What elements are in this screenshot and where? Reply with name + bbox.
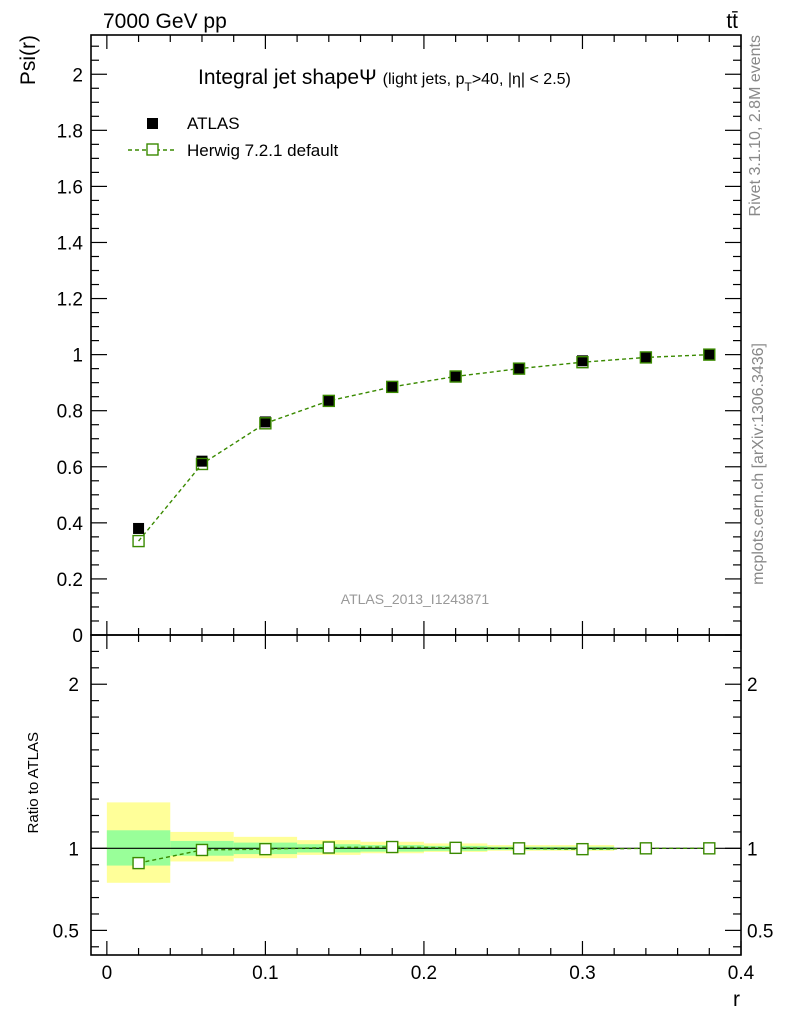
atlas-point: [576, 355, 588, 367]
legend-atlas-marker: [147, 118, 158, 129]
herwig-point: [322, 394, 336, 408]
atlas-point: [386, 381, 398, 393]
series-markers: [132, 348, 716, 870]
legend-herwig-marker: [146, 143, 159, 156]
plot-frames: [90, 34, 742, 956]
main-ytick-label: 0.8: [57, 402, 83, 423]
legend: ATLAS Herwig 7.2.1 default: [128, 114, 338, 160]
xtick-label: 0.3: [569, 963, 595, 984]
ratio-ylabel: Ratio to ATLAS: [25, 732, 42, 833]
main-ytick-label: 1: [72, 346, 83, 367]
series-lines: [138, 353, 710, 864]
herwig-point: [639, 351, 653, 364]
header-left: 7000 GeV pp: [103, 10, 227, 33]
herwig-ratio-point: [576, 842, 589, 856]
herwig-ratio-point: [195, 843, 209, 857]
main-ytick-label: 0: [72, 626, 83, 647]
main-ytick-label: 0.2: [57, 570, 83, 591]
ratio-ytick-label: 2: [68, 675, 79, 696]
main-ytick-label: 1.2: [57, 290, 83, 311]
ratio-ytick-label-right: 0.5: [747, 921, 773, 942]
herwig-ratio-point: [703, 842, 716, 855]
herwig-ratio-point: [132, 856, 145, 870]
ratio-ytick-label: 1: [68, 839, 79, 860]
ratio-plot-frame: [90, 634, 742, 956]
main-ytick-label: 0.4: [57, 514, 84, 535]
analysis-id: ATLAS_2013_I1243871: [341, 591, 490, 607]
herwig-point: [195, 457, 209, 471]
atlas-point: [259, 416, 271, 428]
herwig-point: [259, 417, 272, 430]
plot-title: Integral jet shapeΨ (light jets, pT>40, |…: [198, 66, 571, 94]
main-ytick-label: 1.4: [57, 233, 84, 254]
xtick-label: 0.2: [411, 963, 437, 984]
xtick-label: 0: [102, 963, 113, 984]
title-main: Integral jet shape: [198, 66, 359, 89]
atlas-point: [450, 371, 462, 383]
xtick-label: 0.1: [252, 963, 278, 984]
xlabel: r: [733, 988, 740, 1011]
title-detail-post: >40, |η| < 2.5): [472, 71, 571, 88]
herwig-ratio-point: [259, 842, 272, 856]
herwig-point: [703, 348, 716, 361]
ratio-ytick-label: 0.5: [53, 921, 79, 942]
atlas-point: [133, 522, 145, 534]
atlas-point: [640, 351, 652, 363]
mcplots-info: mcplots.cern.ch [arXiv:1306.3436]: [750, 343, 767, 585]
herwig-point: [576, 355, 589, 369]
herwig-ratio-line: [138, 846, 710, 864]
herwig-line: [138, 353, 710, 542]
ratio-ytick-label-right: 1: [747, 839, 758, 860]
herwig-ratio-point: [449, 841, 462, 855]
ratio-ytick-label-right: 2: [747, 675, 758, 696]
herwig-ratio-point: [512, 842, 526, 855]
herwig-point: [512, 362, 526, 375]
xtick-label: 0.4: [728, 963, 755, 984]
main-ytick-label: 0.6: [57, 458, 83, 479]
main-ytick-label: 2: [72, 65, 83, 86]
herwig-point: [449, 370, 462, 383]
atlas-point: [196, 455, 208, 467]
axis-ticks: [91, 35, 742, 955]
atlas-point: [323, 395, 335, 407]
rivet-info: Rivet 3.1.10, 2.8M events: [747, 35, 764, 216]
herwig-ratio-point: [386, 840, 399, 854]
herwig-ratio-point: [639, 842, 653, 855]
legend-herwig-label: Herwig 7.2.1 default: [187, 141, 338, 160]
tick-labels: 0 0.2 0.4 0.6 0.8 1 1.2 1.4 1.6 1.8 2 0.5 0.5 1 1 2 2 0 0.…: [53, 65, 774, 984]
atlas-point: [703, 349, 715, 361]
atlas-point: [513, 363, 525, 375]
title-detail-pre: (light jets, p: [383, 71, 465, 88]
herwig-ratio-point: [322, 841, 336, 854]
main-ytick-label: 1.8: [57, 121, 83, 142]
title-symbol: Ψ: [359, 66, 377, 89]
herwig-point: [132, 534, 145, 548]
legend-atlas-label: ATLAS: [187, 114, 240, 133]
header-right: tt̄: [726, 10, 738, 33]
herwig-point: [386, 380, 399, 394]
title-detail-sub: T: [464, 80, 472, 94]
main-ylabel: Psi(r): [17, 35, 40, 85]
main-ytick-label: 1.6: [57, 177, 83, 198]
